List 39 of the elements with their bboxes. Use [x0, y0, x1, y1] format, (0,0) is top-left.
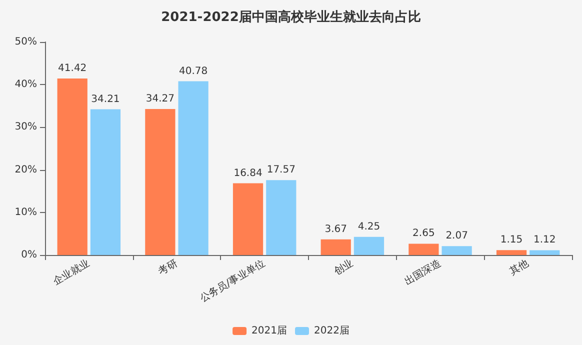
bar	[57, 78, 88, 255]
x-tick-label: 创业	[332, 257, 356, 278]
data-label: 1.15	[500, 234, 523, 246]
y-tick-label: 40%	[14, 79, 37, 90]
y-tick-label: 30%	[14, 122, 37, 133]
x-tick-label: 考研	[156, 257, 180, 278]
data-label: 3.67	[324, 224, 347, 235]
y-tick-label: 0%	[21, 250, 37, 260]
x-tick-label: 其他	[508, 257, 531, 278]
bar	[178, 81, 208, 255]
data-label: 16.84	[234, 168, 262, 179]
data-label: 2.65	[412, 228, 435, 240]
x-tick-label: 企业就业	[51, 257, 92, 288]
data-label: 34.21	[91, 94, 120, 105]
data-label: 41.42	[58, 63, 87, 74]
y-tick-label: 20%	[14, 164, 37, 176]
data-label: 34.27	[146, 94, 175, 105]
data-label: 4.25	[358, 221, 380, 232]
x-tick-label: 出国深造	[402, 257, 443, 288]
legend-label: 2021届	[252, 326, 288, 336]
data-label: 40.78	[178, 66, 208, 77]
bar	[232, 183, 264, 255]
bar	[442, 246, 472, 255]
bar	[408, 244, 439, 255]
bar	[266, 180, 296, 255]
data-label: 2.07	[446, 230, 468, 242]
data-label: 1.12	[534, 234, 556, 246]
data-label: 17.57	[266, 164, 296, 176]
bar	[496, 250, 527, 255]
y-tick-label: 50%	[14, 36, 37, 48]
x-tick-label: 公务员/事业单位	[198, 257, 268, 304]
bar	[320, 239, 351, 255]
chart-title: 2021-2022届中国高校毕业生就业去向占比	[161, 9, 421, 25]
bar	[145, 109, 176, 255]
bar	[530, 250, 560, 255]
bar	[354, 236, 384, 255]
y-tick-label: 10%	[14, 206, 37, 218]
legend-label: 2022届	[314, 326, 350, 336]
bar	[90, 109, 121, 255]
